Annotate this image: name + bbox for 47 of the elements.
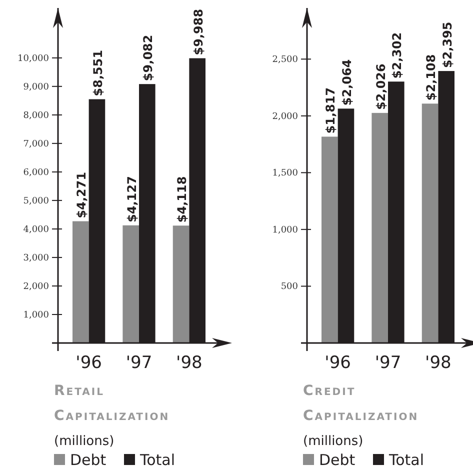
data-label: $4,118: [175, 176, 190, 223]
y-tick-label: 8,000: [23, 110, 50, 121]
bar: [172, 226, 190, 343]
data-label: $8,551: [90, 50, 105, 96]
data-label: $2,108: [424, 54, 438, 101]
text: Retail Capitalization: [54, 383, 170, 424]
data-label: $9,082: [141, 34, 156, 82]
data-label: $2,064: [340, 59, 354, 106]
y-tick-label: 10,000: [18, 54, 50, 64]
text: (millions): [303, 434, 364, 449]
data-label: $9,988: [191, 8, 206, 56]
data-label: $2,026: [374, 64, 388, 110]
bar: [322, 136, 338, 343]
y-tick-label: 6,000: [23, 168, 50, 178]
bar: [372, 112, 388, 343]
y-tick-label: 2,500: [272, 54, 298, 65]
x-tick-label: '97: [374, 353, 402, 373]
bar: [422, 104, 438, 343]
y-tick-label: 1,000: [23, 310, 50, 320]
data-label: $4,271: [74, 172, 89, 218]
y-tick-label: 1,500: [272, 168, 298, 179]
y-tick-label: 3,000: [23, 253, 50, 264]
data-label: $2,302: [390, 32, 404, 79]
y-tick-label: 1,000: [272, 225, 298, 236]
y-tick-label: 5,000: [23, 196, 50, 206]
x-tick-label: '98: [425, 353, 452, 373]
legend-label: Debt: [70, 451, 106, 469]
y-tick-label: 7,000: [23, 139, 50, 150]
x-tick-label: '98: [176, 353, 202, 373]
data-label: $4,127: [124, 176, 139, 222]
x-tick-label: '97: [126, 353, 152, 373]
bar: [72, 221, 89, 343]
text: Credit Capitalization: [303, 383, 419, 424]
y-tick-label: 4,000: [23, 224, 50, 235]
y-tick-label: 2,000: [23, 282, 50, 292]
x-tick-label: '96: [324, 353, 351, 373]
x-tick-label: '96: [76, 353, 102, 373]
bar: [122, 225, 139, 343]
legend-label: Total: [139, 451, 176, 469]
legend-label: Total: [388, 451, 424, 469]
y-tick-label: 500: [280, 282, 298, 292]
y-tick-label: 9,000: [23, 82, 50, 92]
data-label: $1,817: [324, 87, 338, 134]
data-label: $2,395: [440, 22, 454, 68]
text: (millions): [54, 434, 114, 449]
y-tick-label: 2,000: [272, 112, 298, 122]
legend-label: Debt: [319, 451, 356, 469]
